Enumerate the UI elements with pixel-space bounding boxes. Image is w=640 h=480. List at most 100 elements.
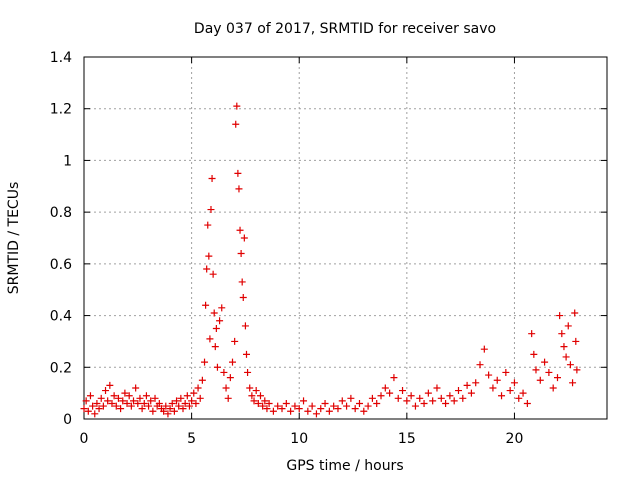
data-point	[209, 270, 217, 278]
data-point	[136, 394, 144, 402]
data-point	[86, 392, 94, 400]
data-point	[485, 371, 493, 379]
data-point	[364, 402, 372, 410]
y-tick-label: 0.2	[50, 360, 72, 376]
data-point	[207, 206, 215, 214]
data-point	[222, 384, 230, 392]
data-point	[519, 389, 527, 397]
data-point	[317, 405, 325, 413]
data-point	[160, 407, 168, 415]
y-axis-label: SRMTID / TECUs	[6, 182, 22, 295]
data-point	[502, 368, 510, 376]
data-point	[571, 309, 579, 317]
data-point	[202, 301, 210, 309]
data-point	[330, 402, 338, 410]
data-point	[553, 374, 561, 382]
data-point	[149, 407, 157, 415]
data-point	[177, 394, 185, 402]
data-point	[125, 392, 133, 400]
data-point	[216, 317, 224, 325]
data-point	[140, 399, 148, 407]
data-point	[250, 397, 258, 405]
data-point	[194, 384, 202, 392]
data-point	[170, 407, 178, 415]
data-point	[134, 399, 142, 407]
data-point	[234, 169, 242, 177]
data-point	[231, 337, 239, 345]
data-point	[239, 293, 247, 301]
data-point	[282, 399, 290, 407]
data-point	[203, 265, 211, 273]
data-point	[334, 405, 342, 413]
data-point	[437, 394, 445, 402]
data-point	[102, 387, 110, 395]
data-point	[308, 402, 316, 410]
data-point	[224, 394, 232, 402]
data-point	[528, 330, 536, 338]
data-point	[175, 402, 183, 410]
data-point	[549, 384, 557, 392]
data-point	[147, 397, 155, 405]
data-point	[233, 102, 241, 110]
data-point	[145, 402, 153, 410]
data-point	[238, 278, 246, 286]
data-point	[472, 379, 480, 387]
axis-ticks	[83, 56, 607, 420]
data-point	[130, 397, 138, 405]
data-point	[252, 387, 260, 395]
data-point	[206, 335, 214, 343]
data-point	[403, 397, 411, 405]
data-point	[82, 397, 90, 405]
data-points	[80, 102, 581, 418]
data-point	[261, 397, 269, 405]
data-point	[99, 402, 107, 410]
data-point	[532, 366, 540, 374]
data-point	[232, 120, 240, 128]
data-point	[530, 350, 538, 358]
data-point	[355, 399, 363, 407]
x-tick-labels: 0 5 10 15 20	[80, 431, 524, 447]
data-point	[450, 397, 458, 405]
data-point	[162, 402, 170, 410]
data-point	[164, 410, 172, 418]
chart-title: Day 037 of 2017, SRMTID for receiver sav…	[194, 21, 496, 37]
data-point	[489, 384, 497, 392]
data-point	[117, 405, 125, 413]
data-point	[411, 402, 419, 410]
x-tick-label: 0	[80, 431, 89, 447]
data-point	[416, 394, 424, 402]
data-point	[123, 399, 131, 407]
data-point	[429, 397, 437, 405]
y-tick-label: 0.4	[50, 309, 72, 325]
data-point	[562, 353, 570, 361]
data-point	[360, 407, 368, 415]
data-point	[151, 394, 159, 402]
data-point	[304, 407, 312, 415]
data-point	[210, 309, 218, 317]
y-tick-label: 1	[63, 153, 72, 169]
data-point	[493, 376, 501, 384]
data-point	[114, 394, 122, 402]
data-point	[138, 405, 146, 413]
x-tick-label: 5	[187, 431, 196, 447]
data-point	[498, 392, 506, 400]
data-point	[368, 394, 376, 402]
data-point	[312, 410, 320, 418]
data-point	[347, 394, 355, 402]
data-point	[208, 175, 216, 183]
data-point	[394, 394, 402, 402]
data-point	[108, 399, 116, 407]
data-point	[325, 407, 333, 415]
data-point	[181, 399, 189, 407]
data-point	[467, 389, 475, 397]
data-point	[536, 376, 544, 384]
data-point	[256, 392, 264, 400]
data-point	[240, 234, 248, 242]
data-point	[515, 394, 523, 402]
data-point	[338, 397, 346, 405]
data-point	[241, 322, 249, 330]
y-tick-label: 1.4	[50, 50, 72, 66]
data-point	[168, 399, 176, 407]
data-point	[573, 366, 581, 374]
data-point	[569, 379, 577, 387]
